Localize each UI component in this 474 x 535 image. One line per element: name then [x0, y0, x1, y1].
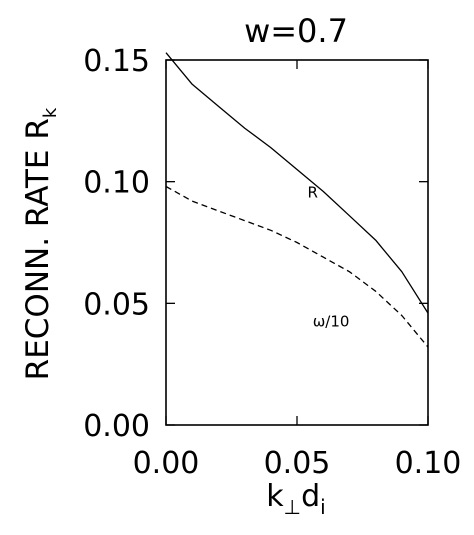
y-tick-label: 0.00 [83, 409, 150, 444]
x-tick-label: 0.00 [133, 446, 200, 481]
x-axis-label: k⊥di [266, 479, 325, 519]
y-axis-label-main: RECONN. RATE R [20, 118, 56, 380]
y-tick-label: 0.10 [83, 166, 150, 201]
series-line-r [165, 52, 429, 314]
annotation-omega: ω/10 [313, 312, 350, 330]
y-axis-label-subscript: k [40, 107, 61, 118]
series-line-omega [165, 185, 429, 348]
y-axis-label: RECONN. RATE Rk [20, 107, 61, 380]
y-tick-label: 0.05 [83, 287, 150, 322]
axis-ticks [165, 59, 429, 426]
series-annotations: Rω/10 [307, 183, 349, 330]
series-lines [165, 52, 429, 348]
y-tick-label: 0.15 [83, 44, 150, 79]
x-axis-label-perp-subscript: ⊥ [284, 495, 301, 519]
x-tick-label: 0.05 [264, 446, 331, 481]
x-tick-label: 0.10 [395, 446, 462, 481]
annotation-r: R [307, 183, 317, 201]
x-axis-label-k: k [266, 479, 284, 514]
chart-title: w=0.7 [244, 12, 348, 50]
x-axis-label-d: d [301, 479, 320, 514]
axis-tick-labels: 0.00 0.05 0.10 0.00 0.05 0.10 0.15 [83, 44, 461, 481]
x-axis-label-i-subscript: i [320, 495, 326, 519]
